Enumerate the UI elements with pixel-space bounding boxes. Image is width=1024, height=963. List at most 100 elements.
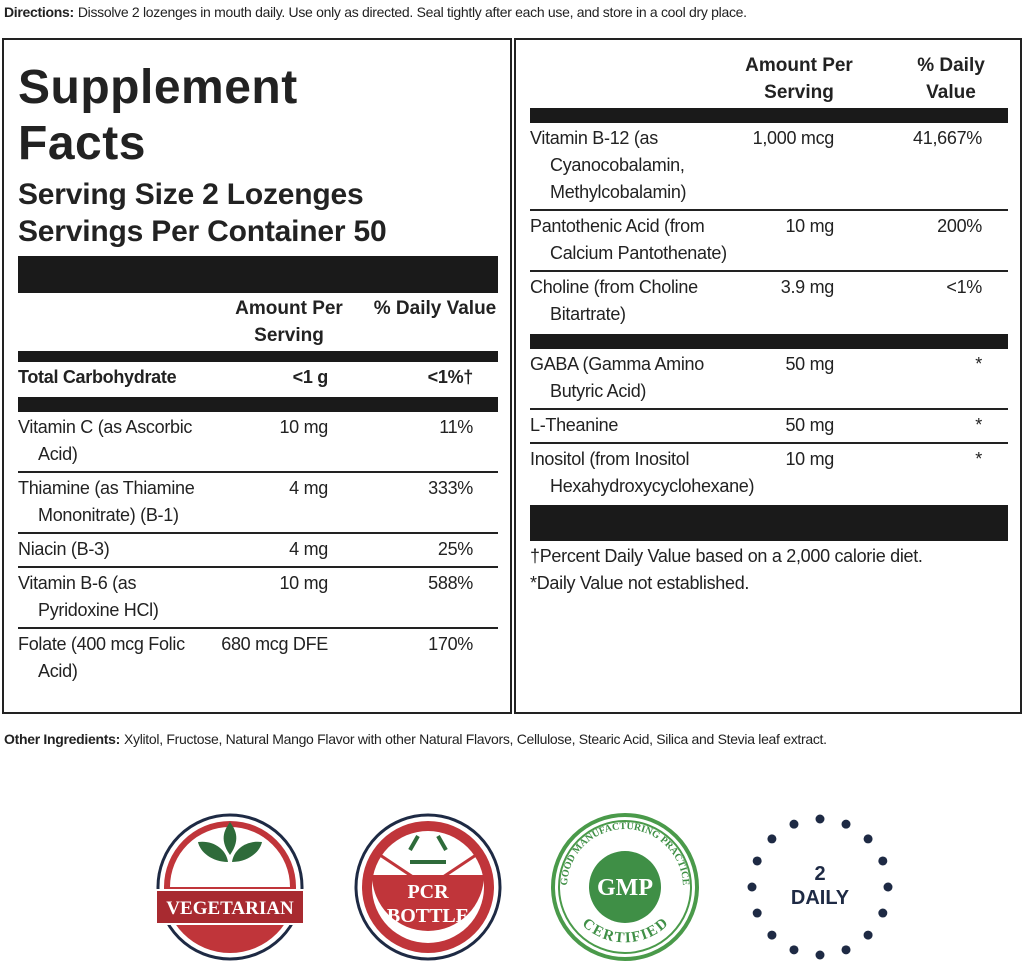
directions-label: Directions: [4, 4, 74, 20]
badge-dot [878, 856, 888, 866]
nutrient-amount: 50 mg [785, 415, 834, 435]
nutrient-dv: 588% [428, 573, 473, 593]
badge-dot [789, 945, 799, 955]
nutrient-row: Thiamine (as Thiamine Mononitrate) (B-1)… [18, 473, 498, 534]
nutrient-name: Vitamin C (as Ascorbic Acid) [18, 417, 193, 464]
badge-label: VEGETARIAN [166, 898, 294, 919]
badge-label: PCR [407, 881, 449, 903]
nutrient-name: Niacin (B-3) [18, 539, 110, 559]
nutrient-row: Pantothenic Acid (from Calcium Pantothen… [530, 211, 1008, 272]
nutrient-dv: 333% [428, 478, 473, 498]
nutrient-row: L-Theanine 50 mg * [530, 410, 1008, 444]
nutrient-name: Inositol (from Inositol Hexahydroxycyclo… [530, 449, 755, 496]
nutrient-amount: 3.9 mg [780, 277, 835, 297]
nutrient-name: Vitamin B-6 (as Pyridoxine HCl) [18, 573, 159, 620]
amount-header: Amount Per Serving [745, 55, 853, 103]
divider-bar [18, 256, 498, 293]
dv-header: % Daily Value [917, 55, 985, 103]
badge-label: GMP [597, 875, 653, 901]
nutrient-row: GABA (Gamma Amino Butyric Acid) 50 mg * [530, 349, 1008, 410]
other-ingredients-text: Xylitol, Fructose, Natural Mango Flavor … [123, 731, 827, 747]
nutrient-row: Total Carbohydrate <1 g <1%† [18, 362, 498, 394]
nutrient-name: Total Carbohydrate [18, 367, 177, 387]
column-header: Amount Per Serving % Daily Value [516, 52, 1020, 106]
badge-dot [747, 882, 757, 892]
other-ingredients: Other Ingredients: Xylitol, Fructose, Nat… [4, 731, 827, 747]
nutrient-name: Vitamin B-12 (as Cyanocobalamin, Methylc… [530, 128, 687, 202]
nutrient-amount: 50 mg [785, 354, 834, 374]
nutrient-row: Inositol (from Inositol Hexahydroxycyclo… [530, 444, 1008, 503]
nutrient-name: Thiamine (as Thiamine Mononitrate) (B-1) [18, 478, 195, 525]
directions: Directions: Dissolve 2 lozenges in mouth … [4, 4, 747, 20]
nutrient-dv: * [975, 449, 982, 469]
nutrient-amount: 4 mg [289, 478, 328, 498]
badge-dot [767, 834, 777, 844]
divider-bar [530, 505, 1008, 541]
badge-dot [767, 930, 777, 940]
badge-dot [878, 908, 888, 918]
nutrient-name: L-Theanine [530, 415, 619, 435]
nutrient-dv: 200% [937, 216, 982, 236]
badge-dot [863, 834, 873, 844]
right-rows: Vitamin B-12 (as Cyanocobalamin, Methylc… [516, 123, 1020, 503]
left-rows: Total Carbohydrate <1 g <1%† Vitamin C (as … [4, 362, 510, 688]
badge-dot [752, 856, 762, 866]
dv-header: % Daily Value [373, 298, 497, 319]
nutrient-dv: 25% [437, 539, 473, 559]
nutrient-row: Vitamin C (as Ascorbic Acid) 10 mg 11% [18, 412, 498, 473]
nutrient-name: GABA (Gamma Amino Butyric Acid) [530, 354, 704, 401]
daily-badge: 2 DAILY [747, 814, 893, 960]
nutrient-amount: 1,000 mcg [752, 128, 835, 148]
badge-dot [841, 819, 851, 829]
pcr-badge: PCR BOTTLE [354, 813, 502, 961]
nutrient-row: Niacin (B-3) 4 mg 25% [18, 534, 498, 568]
nutrient-amount: <1 g [292, 367, 329, 387]
nutrient-row: Vitamin B-6 (as Pyridoxine HCl) 10 mg 588% [18, 568, 498, 629]
footnote: *Daily Value not established. [530, 573, 750, 593]
divider-bar [530, 108, 1008, 123]
nutrient-row: Folate (400 mcg Folic Acid) 680 mcg DFE 17… [18, 629, 498, 688]
vegetarian-badge: VEGETARIAN [155, 813, 305, 961]
nutrient-amount: 4 mg [289, 539, 328, 559]
nutrient-dv: <1%† [427, 367, 474, 387]
nutrient-dv: <1% [946, 277, 982, 297]
divider-bar [18, 397, 498, 412]
nutrient-dv: * [975, 415, 982, 435]
nutrient-name: Pantothenic Acid (from Calcium Pantothen… [530, 216, 727, 263]
serving-size: Serving Size 2 Lozenges [18, 178, 364, 211]
facts-left-panel: Supplement Facts Serving Size 2 Lozenges… [2, 38, 512, 714]
badge-dot [752, 908, 762, 918]
column-header: Amount Per Serving % Daily Value [4, 295, 510, 349]
facts-right-panel: Amount Per Serving % Daily Value Vitamin… [514, 38, 1022, 714]
badge-label: DAILY [791, 887, 850, 909]
nutrient-amount: 680 mcg DFE [221, 634, 328, 654]
badge-dot [883, 882, 893, 892]
nutrient-amount: 10 mg [279, 417, 328, 437]
facts-title: Supplement Facts [18, 61, 298, 170]
badge-dot [841, 945, 851, 955]
badge-dot [815, 814, 825, 824]
nutrient-amount: 10 mg [785, 449, 834, 469]
nutrient-amount: 10 mg [279, 573, 328, 593]
nutrient-dv: 11% [439, 417, 473, 437]
directions-text: Dissolve 2 lozenges in mouth daily. Use … [77, 4, 747, 20]
nutrient-name: Folate (400 mcg Folic Acid) [18, 634, 185, 681]
badge-dot [863, 930, 873, 940]
divider-bar [530, 334, 1008, 349]
nutrient-dv: 41,667% [913, 128, 982, 148]
other-ingredients-label: Other Ingredients: [4, 731, 120, 747]
footnote: †Percent Daily Value based on a 2,000 ca… [530, 546, 923, 566]
badge-number: 2 [814, 863, 825, 885]
amount-header: Amount Per Serving [235, 298, 343, 346]
nutrient-dv: * [975, 354, 982, 374]
divider-bar [18, 351, 498, 362]
badge-dot [815, 950, 825, 960]
nutrient-name: Choline (from Choline Bitartrate) [530, 277, 698, 324]
nutrient-amount: 10 mg [785, 216, 834, 236]
nutrient-dv: 170% [428, 634, 473, 654]
badge-dot [789, 819, 799, 829]
badge-label: BOTTLE [387, 905, 469, 927]
servings-per-container: Servings Per Container 50 [18, 215, 387, 248]
nutrient-row: Choline (from Choline Bitartrate) 3.9 mg <… [530, 272, 1008, 331]
